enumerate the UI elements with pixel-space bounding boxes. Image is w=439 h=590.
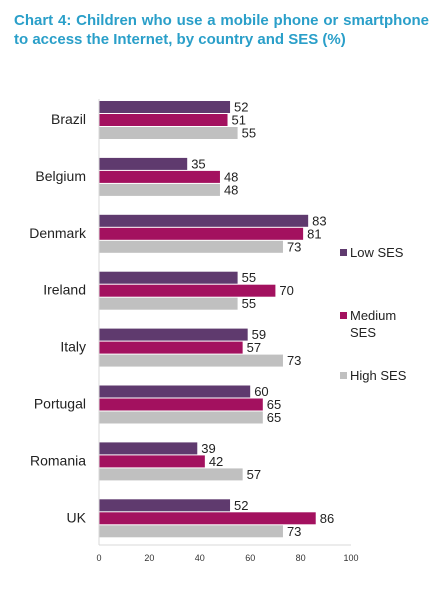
legend-label-medium-ses: Medium SES xyxy=(350,308,396,340)
legend-label-low-ses: Low SES xyxy=(350,245,404,260)
data-label-belgium-low-ses: 35 xyxy=(191,156,205,171)
legend-label-high-ses: High SES xyxy=(350,368,407,383)
data-label-italy-low-ses: 59 xyxy=(252,327,266,342)
x-tick-label-20: 20 xyxy=(144,553,154,563)
data-label-ireland-high-ses: 55 xyxy=(242,296,256,311)
bar-denmark-high-ses xyxy=(99,240,283,253)
data-label-portugal-high-ses: 65 xyxy=(267,410,281,425)
data-label-italy-medium-ses: 57 xyxy=(247,340,261,355)
data-label-italy-high-ses: 73 xyxy=(287,353,301,368)
legend-label-line: SES xyxy=(350,325,376,340)
data-label-uk-low-ses: 52 xyxy=(234,498,248,513)
bar-belgium-low-ses xyxy=(99,157,188,170)
data-label-denmark-medium-ses: 81 xyxy=(307,226,321,241)
bar-brazil-high-ses xyxy=(99,127,238,139)
bar-ireland-low-ses xyxy=(99,271,238,284)
data-label-brazil-low-ses: 52 xyxy=(234,100,248,115)
data-label-romania-low-ses: 39 xyxy=(201,441,215,456)
chart-title: Chart 4: Children who use a mobile phone… xyxy=(14,12,429,48)
bar-uk-medium-ses xyxy=(99,512,316,525)
data-label-belgium-medium-ses: 48 xyxy=(224,169,238,184)
legend-swatch-low-ses xyxy=(340,249,347,256)
data-label-ireland-low-ses: 55 xyxy=(242,270,256,285)
bar-brazil-medium-ses xyxy=(99,114,228,126)
bars-layer: 5251553548488381735570555957736065653942… xyxy=(99,100,334,539)
bar-ireland-medium-ses xyxy=(99,284,276,297)
category-label-uk: UK xyxy=(67,509,87,525)
x-tick-label-80: 80 xyxy=(296,553,306,563)
x-tick-label-60: 60 xyxy=(245,553,255,563)
bar-romania-medium-ses xyxy=(99,455,205,468)
legend-label-line: Low SES xyxy=(350,245,404,260)
bar-brazil-low-ses xyxy=(99,101,231,113)
category-label-romania: Romania xyxy=(30,452,86,468)
legend-label-line: High SES xyxy=(350,368,407,383)
data-label-portugal-medium-ses: 65 xyxy=(267,397,281,412)
bar-romania-high-ses xyxy=(99,468,243,481)
data-label-uk-high-ses: 73 xyxy=(287,524,301,539)
bar-italy-medium-ses xyxy=(99,341,243,354)
x-tick-label-40: 40 xyxy=(195,553,205,563)
data-label-romania-high-ses: 57 xyxy=(247,467,261,482)
data-label-denmark-high-ses: 73 xyxy=(287,239,301,254)
data-label-brazil-medium-ses: 51 xyxy=(232,113,246,128)
data-label-ireland-medium-ses: 70 xyxy=(279,283,293,298)
bar-italy-high-ses xyxy=(99,354,283,367)
data-label-brazil-high-ses: 55 xyxy=(242,126,256,141)
data-label-portugal-low-ses: 60 xyxy=(254,384,268,399)
x-tick-label-100: 100 xyxy=(343,553,358,563)
x-tick-label-0: 0 xyxy=(96,553,101,563)
bar-portugal-medium-ses xyxy=(99,398,263,411)
bar-denmark-medium-ses xyxy=(99,227,304,240)
bar-denmark-low-ses xyxy=(99,214,309,227)
bar-uk-low-ses xyxy=(99,499,231,512)
data-label-uk-medium-ses: 86 xyxy=(320,511,334,526)
data-label-belgium-high-ses: 48 xyxy=(224,182,238,197)
legend-label-line: Medium xyxy=(350,308,396,323)
bar-belgium-medium-ses xyxy=(99,170,220,183)
data-label-denmark-low-ses: 83 xyxy=(312,213,326,228)
x-axis: 0 20 40 60 80 100 xyxy=(96,99,359,563)
legend: Low SES Medium SES High SES xyxy=(340,245,407,383)
bar-romania-low-ses xyxy=(99,442,198,455)
data-label-romania-medium-ses: 42 xyxy=(209,454,223,469)
category-label-denmark: Denmark xyxy=(29,225,87,241)
bar-uk-high-ses xyxy=(99,525,283,538)
bar-portugal-low-ses xyxy=(99,385,251,398)
bar-ireland-high-ses xyxy=(99,297,238,310)
category-label-italy: Italy xyxy=(60,339,86,355)
category-labels: Brazil Belgium Denmark Ireland Italy Portugal… xyxy=(29,111,87,525)
bar-portugal-high-ses xyxy=(99,411,263,424)
category-label-ireland: Ireland xyxy=(43,282,86,298)
bar-italy-low-ses xyxy=(99,328,248,341)
category-label-belgium: Belgium xyxy=(35,168,86,184)
legend-swatch-medium-ses xyxy=(340,312,347,319)
category-label-portugal: Portugal xyxy=(34,396,86,412)
legend-swatch-high-ses xyxy=(340,372,347,379)
category-label-brazil: Brazil xyxy=(51,111,86,127)
bar-belgium-high-ses xyxy=(99,183,220,196)
